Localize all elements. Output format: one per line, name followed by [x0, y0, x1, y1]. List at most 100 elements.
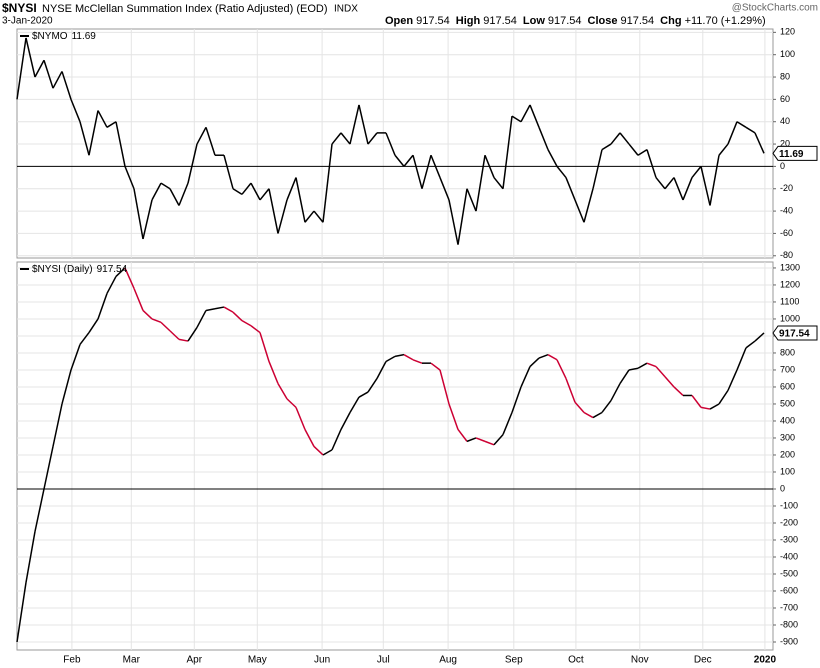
line-segment	[556, 165, 567, 179]
quote-value: 917.54	[621, 15, 655, 27]
line-segment	[754, 332, 765, 342]
line-segment	[466, 188, 477, 212]
y-tick-label: -600	[780, 585, 798, 595]
line-segment	[268, 361, 279, 384]
y-tick-label: 400	[780, 415, 795, 425]
last-value-badge	[772, 145, 818, 161]
line-segment	[259, 332, 270, 362]
line-segment	[214, 306, 225, 310]
line-segment	[727, 121, 738, 145]
line-segment	[25, 37, 36, 78]
line-segment	[97, 110, 108, 128]
line-segment	[385, 355, 396, 363]
line-segment	[52, 71, 63, 89]
line-segment	[610, 383, 621, 401]
x-tick-label: Feb	[63, 655, 81, 666]
line-segment	[169, 330, 180, 340]
line-segment	[268, 188, 279, 234]
line-segment	[547, 149, 558, 167]
y-tick-label: -60	[780, 228, 793, 238]
line-segment	[79, 332, 90, 345]
line-segment	[178, 182, 189, 206]
line-segment	[358, 391, 369, 398]
line-segment	[331, 132, 342, 145]
line-segment	[475, 155, 486, 212]
line-segment	[385, 132, 396, 156]
line-segment	[565, 378, 576, 403]
line-segment	[700, 166, 711, 206]
y-tick-label: -100	[780, 500, 798, 510]
line-segment	[412, 155, 423, 189]
line-segment	[619, 132, 630, 145]
line-segment	[295, 177, 306, 223]
line-segment	[250, 182, 261, 201]
line-segment	[718, 389, 729, 405]
y-tick-label: -80	[780, 250, 793, 260]
line-segment	[709, 155, 720, 206]
line-segment	[322, 449, 333, 456]
legend-value: 11.69	[72, 31, 97, 42]
line-segment	[682, 177, 693, 201]
line-segment	[223, 306, 234, 313]
y-tick-label: -40	[780, 205, 793, 215]
line-segment	[286, 398, 297, 408]
line-segment	[520, 104, 531, 123]
y-tick-label: 100	[780, 466, 795, 476]
line-segment	[223, 155, 234, 189]
panel-frame	[16, 261, 774, 651]
line-segment	[421, 155, 432, 189]
line-segment	[592, 411, 603, 419]
x-tick-label: Jun	[314, 655, 330, 666]
last-value-badge	[772, 325, 818, 341]
line-segment	[511, 115, 522, 123]
line-segment	[277, 199, 288, 234]
y-tick-label: 1200	[780, 279, 800, 289]
y-tick-label: 20	[780, 138, 790, 148]
y-tick-label: 700	[780, 364, 795, 374]
line-segment	[340, 132, 351, 145]
line-segment	[655, 177, 666, 190]
x-tick-label: Apr	[187, 655, 203, 666]
line-segment	[97, 293, 108, 320]
quote-value: 917.54	[416, 15, 450, 27]
line-segment	[151, 318, 162, 324]
line-segment	[250, 325, 261, 334]
line-segment	[187, 143, 198, 184]
line-segment	[403, 154, 414, 167]
quote-value: +11.70 (+1.29%)	[685, 15, 766, 27]
line-segment	[529, 357, 540, 368]
line-segment	[394, 353, 405, 358]
y-tick-label: -900	[780, 636, 798, 646]
line-segment	[142, 309, 153, 320]
line-segment	[196, 126, 207, 145]
line-segment	[88, 110, 99, 156]
line-segment	[601, 143, 612, 151]
y-tick-label: 60	[780, 94, 790, 104]
line-segment	[754, 132, 765, 154]
line-segment	[493, 434, 504, 446]
line-segment	[484, 440, 495, 446]
line-segment	[457, 429, 468, 442]
line-segment	[232, 311, 243, 322]
line-segment	[70, 99, 81, 122]
line-segment	[538, 127, 549, 150]
line-segment	[106, 276, 117, 294]
line-segment	[673, 177, 684, 201]
line-segment	[583, 188, 594, 223]
line-segment	[115, 121, 126, 167]
line-segment	[88, 318, 99, 333]
line-segment	[196, 310, 207, 328]
line-segment	[205, 308, 216, 312]
line-segment	[574, 401, 585, 413]
last-value-label: 917.54	[779, 329, 810, 340]
y-tick-label: -20	[780, 183, 793, 193]
y-tick-label: 200	[780, 449, 795, 459]
line-segment	[169, 188, 180, 206]
line-segment	[484, 154, 495, 178]
line-segment	[205, 127, 216, 156]
line-segment	[16, 37, 27, 100]
line-segment	[520, 366, 531, 388]
line-segment	[475, 437, 486, 443]
line-segment	[331, 429, 342, 451]
